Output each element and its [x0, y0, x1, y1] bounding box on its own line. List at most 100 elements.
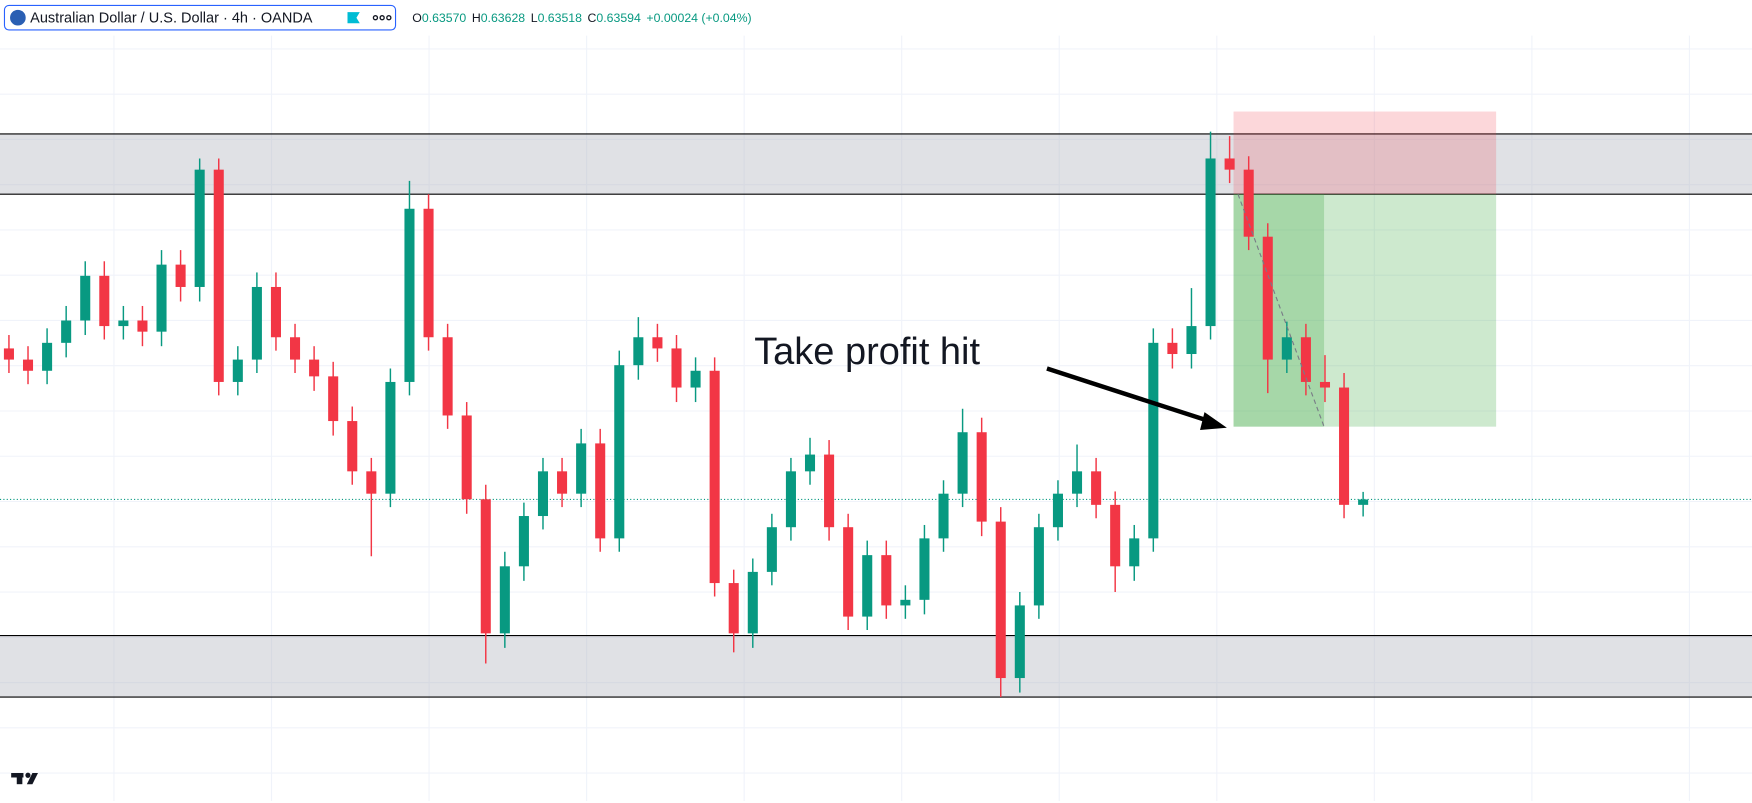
candle-body	[785, 471, 796, 528]
candle-body	[175, 264, 186, 287]
candle-body	[919, 538, 930, 600]
symbol-box[interactable]	[3, 4, 397, 31]
candle-body	[99, 275, 110, 327]
zones	[0, 111, 1752, 698]
candle-body	[423, 208, 434, 338]
tv-logo	[11, 772, 38, 785]
candle-body	[995, 521, 1006, 679]
arrow-line	[1046, 366, 1210, 424]
ohlc-value: 0.63570	[422, 11, 467, 25]
candle-body	[576, 443, 587, 494]
candle-body	[1262, 236, 1273, 360]
zone	[0, 635, 1752, 698]
candle-body	[22, 359, 34, 371]
candle-body	[1014, 605, 1025, 679]
candle-body	[1319, 381, 1331, 388]
candle-body	[232, 359, 243, 382]
candle-body	[1358, 499, 1369, 505]
candle-body	[3, 348, 14, 360]
ohlc-key: L	[531, 11, 538, 25]
candle-body	[938, 493, 949, 539]
grid	[0, 35, 1752, 801]
candle-body	[881, 555, 892, 606]
ohlc-key: H	[472, 11, 481, 25]
symbol-title[interactable]: Australian Dollar / U.S. Dollar · 4h · O…	[30, 11, 313, 27]
candle-body	[595, 443, 606, 539]
candle-body	[518, 516, 529, 567]
candle-body	[633, 337, 644, 366]
candle-body	[766, 527, 777, 572]
stop-area	[1233, 111, 1497, 195]
candle-body	[404, 208, 415, 382]
ohlc-value: 0.63518	[538, 11, 583, 25]
candle-body	[824, 454, 835, 528]
candle-body	[671, 348, 682, 388]
arrow-head	[1200, 412, 1227, 430]
candle-body	[1033, 527, 1044, 606]
candle-body	[137, 320, 148, 332]
candle-body	[290, 337, 301, 360]
candle-body	[1186, 326, 1197, 355]
candle-body	[957, 432, 968, 494]
candle-body	[1110, 504, 1121, 567]
candle-body	[270, 286, 281, 338]
candle-body	[1072, 471, 1083, 494]
header: Australian Dollar / U.S. Dollar · 4h · O…	[3, 4, 752, 31]
candle-body	[709, 370, 720, 584]
ohlc-value: 0.63594	[596, 11, 641, 25]
ohlc-value: 0.63628	[481, 11, 526, 25]
candle-body	[461, 415, 472, 500]
candle-body	[843, 527, 854, 617]
overlays	[1237, 194, 1325, 427]
arrow	[1046, 366, 1227, 430]
candle-body	[61, 320, 72, 343]
candle-body	[385, 381, 396, 494]
candle-body	[194, 169, 205, 287]
candle-body	[251, 286, 262, 360]
flag-icon[interactable]	[347, 12, 360, 24]
candle-body	[1339, 387, 1350, 505]
zone	[0, 133, 1752, 195]
candle-body	[690, 370, 701, 388]
candle-body	[537, 471, 549, 517]
candle-body	[1224, 158, 1235, 170]
candle-body	[499, 566, 510, 634]
candle-body	[309, 359, 320, 377]
candle-body	[1205, 158, 1216, 327]
candle-body	[862, 555, 873, 617]
candle-body	[118, 320, 129, 327]
annotation: Take profit hit	[754, 331, 980, 373]
more-icon[interactable]	[372, 15, 392, 21]
candle-body	[42, 342, 53, 371]
candle-body	[347, 421, 358, 472]
candle-body	[728, 583, 739, 634]
ohlc-legend: O0.63570 H0.63628 L0.63518 C0.63594 +0.00024…	[412, 11, 751, 25]
candle-body	[1243, 169, 1254, 237]
candle-body	[804, 454, 816, 472]
candle-body	[1148, 342, 1159, 539]
candle-body	[614, 365, 625, 539]
ohlc-key: C	[588, 11, 597, 25]
candle-body	[480, 499, 491, 634]
trade-path	[1237, 194, 1325, 427]
candle-body	[1052, 493, 1063, 528]
candle-body	[328, 376, 339, 422]
candle-body	[900, 599, 911, 606]
candles	[3, 131, 1369, 698]
candle-body	[1300, 337, 1311, 382]
ohlc-key: O	[412, 11, 422, 25]
candle-body	[976, 432, 987, 522]
candle-body	[213, 169, 224, 382]
candle-body	[80, 275, 91, 321]
candle-body	[1281, 337, 1292, 360]
candle-body	[366, 471, 377, 494]
candle-body	[1167, 342, 1178, 355]
candle-body	[557, 471, 568, 494]
candle-body	[747, 571, 758, 634]
candle-body	[1129, 538, 1140, 567]
candle-body	[1091, 471, 1102, 505]
symbol-icon	[10, 9, 26, 26]
candle-body	[156, 264, 167, 332]
